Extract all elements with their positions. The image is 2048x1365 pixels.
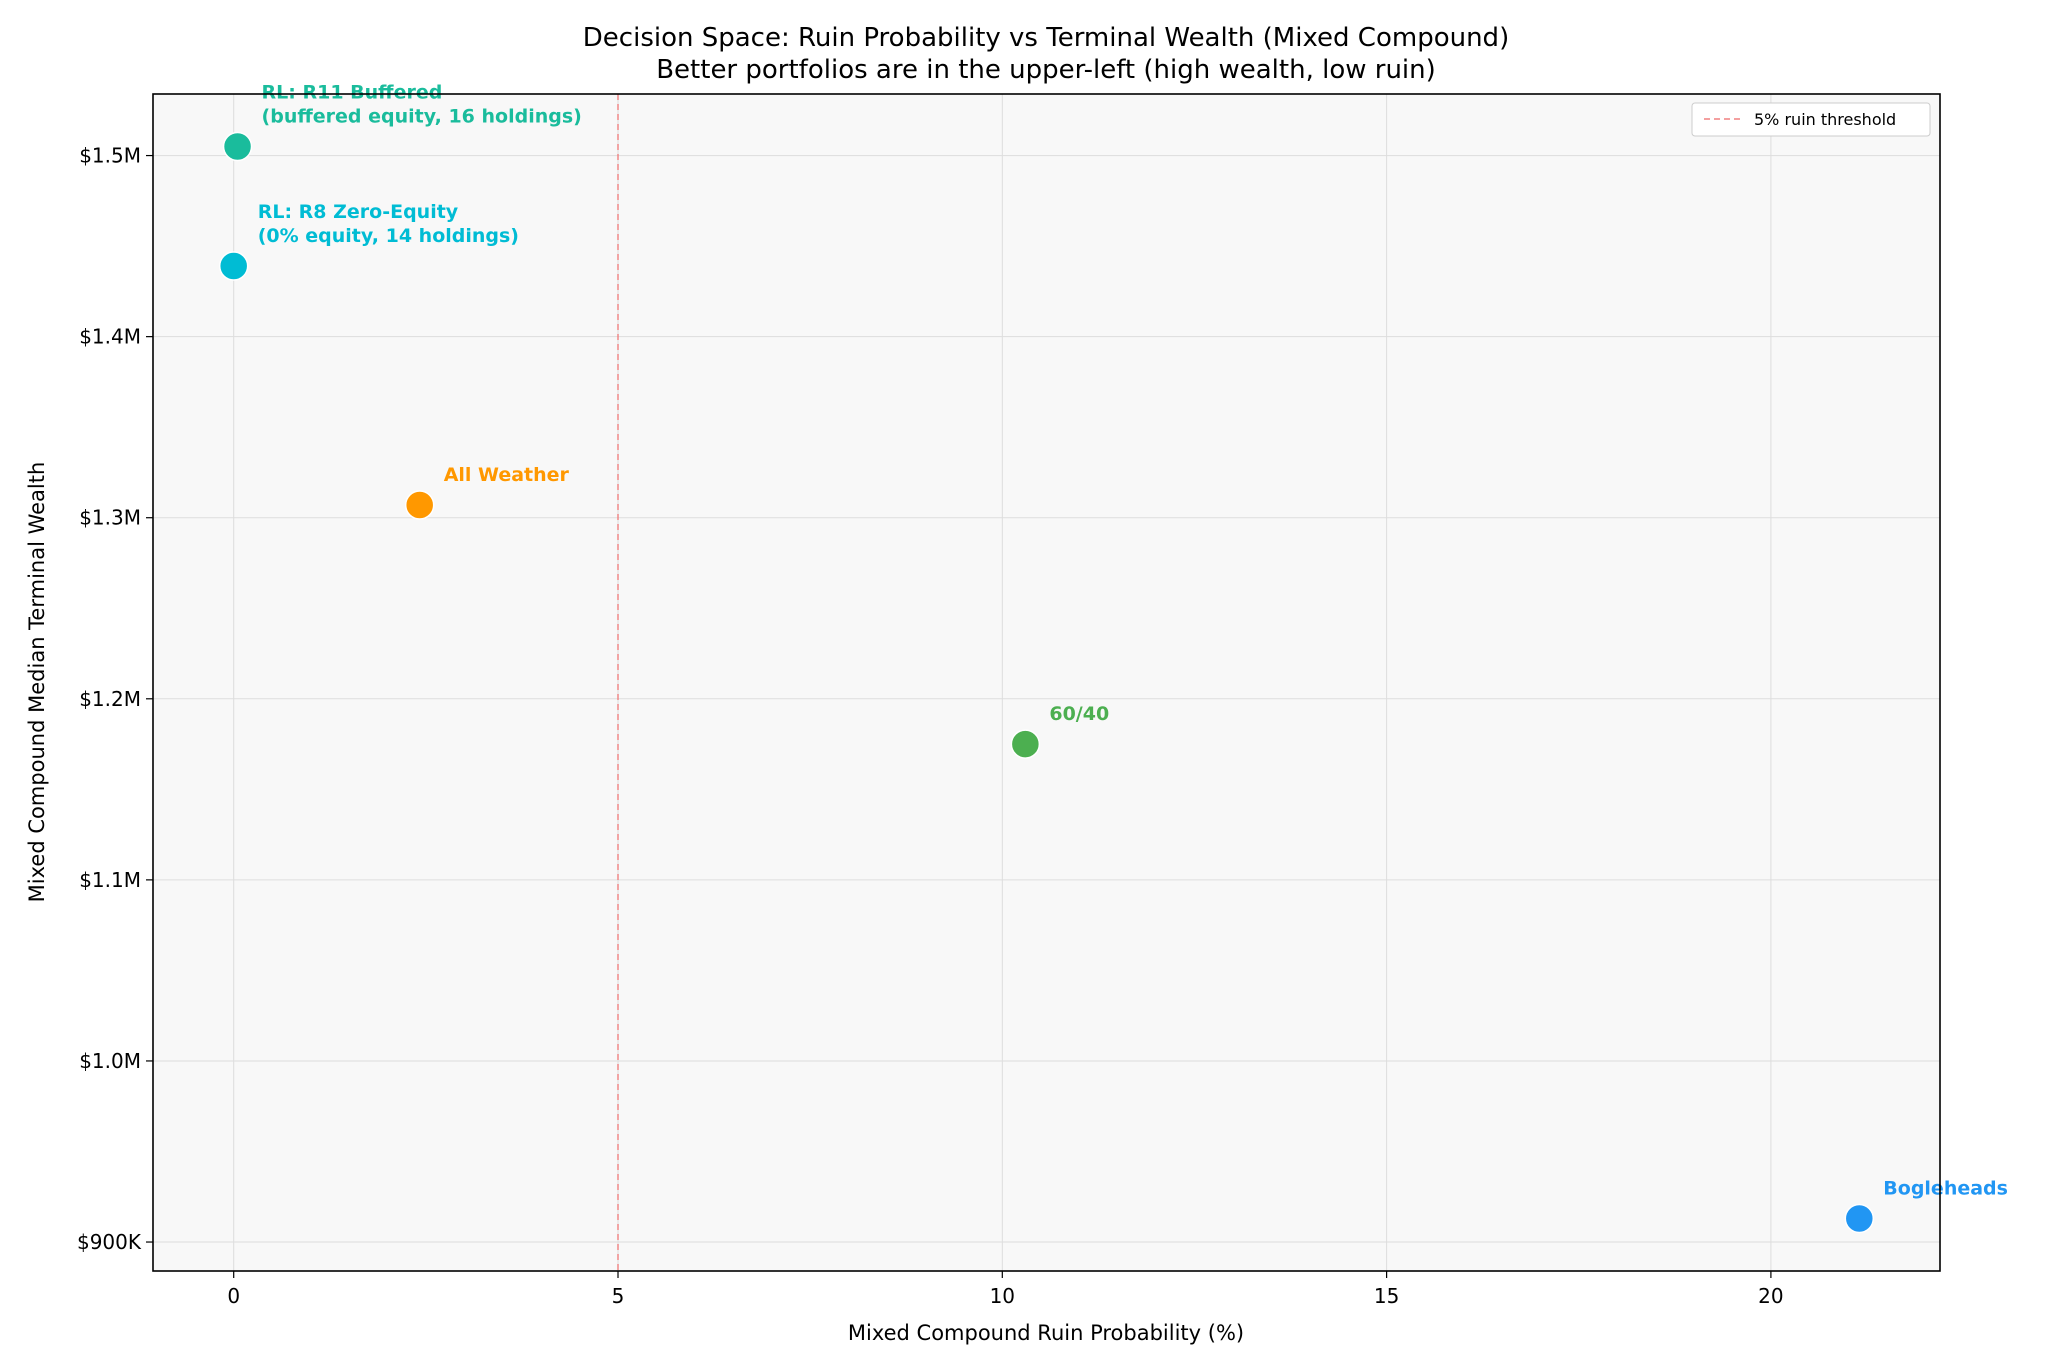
plot-area bbox=[153, 94, 1940, 1271]
y-axis-ticks: $900K $1.0M $1.1M $1.2M $1.3M $1.4M $1.5M bbox=[77, 144, 153, 1254]
scatter-point bbox=[222, 131, 253, 162]
legend-box bbox=[1691, 102, 1931, 137]
x-tick-label: 10 bbox=[990, 1284, 1015, 1308]
point-label: All Weather bbox=[444, 464, 570, 486]
x-tick-label: 0 bbox=[227, 1284, 240, 1308]
y-tick-label: $1.4M bbox=[79, 325, 141, 349]
legend-label: 5% ruin threshold bbox=[1754, 110, 1896, 129]
chart-subtitle: Better portfolios are in the upper-left … bbox=[656, 55, 1436, 85]
scatter-point bbox=[1844, 1203, 1875, 1234]
plot-frame bbox=[152, 93, 1941, 1272]
scatter-point bbox=[404, 490, 435, 520]
point-label: (buffered equity, 16 holdings) bbox=[262, 106, 582, 128]
y-tick-label: $1.0M bbox=[79, 1049, 141, 1073]
chart-title: Decision Space: Ruin Probability vs Term… bbox=[583, 23, 1509, 53]
point-label: Bogleheads bbox=[1883, 1177, 2008, 1199]
y-tick-label: $900K bbox=[77, 1230, 142, 1254]
legend: 5% ruin threshold bbox=[1691, 102, 1931, 137]
y-axis-label: Mixed Compound Median Terminal Wealth bbox=[25, 462, 49, 903]
point-label: 60/40 bbox=[1049, 703, 1109, 725]
y-tick-label: $1.1M bbox=[79, 868, 141, 892]
x-axis-ticks: 0 5 10 15 20 bbox=[227, 1271, 1784, 1308]
point-label: RL: R8 Zero-Equity bbox=[258, 201, 459, 223]
data-points: RL: R11 Buffered(buffered equity, 16 hol… bbox=[218, 82, 2008, 1234]
scatter-point bbox=[218, 251, 249, 281]
y-tick-label: $1.2M bbox=[79, 687, 141, 711]
x-tick-label: 20 bbox=[1758, 1284, 1783, 1308]
point-label: RL: R11 Buffered bbox=[262, 82, 443, 104]
point-label: (0% equity, 14 holdings) bbox=[258, 225, 519, 247]
x-tick-label: 15 bbox=[1374, 1284, 1399, 1308]
grid-lines bbox=[153, 94, 1940, 1271]
y-tick-label: $1.5M bbox=[79, 144, 141, 168]
x-tick-label: 5 bbox=[612, 1284, 625, 1308]
x-axis-label: Mixed Compound Ruin Probability (%) bbox=[848, 1321, 1244, 1345]
scatter-point bbox=[1010, 729, 1041, 759]
y-tick-label: $1.3M bbox=[79, 506, 141, 530]
